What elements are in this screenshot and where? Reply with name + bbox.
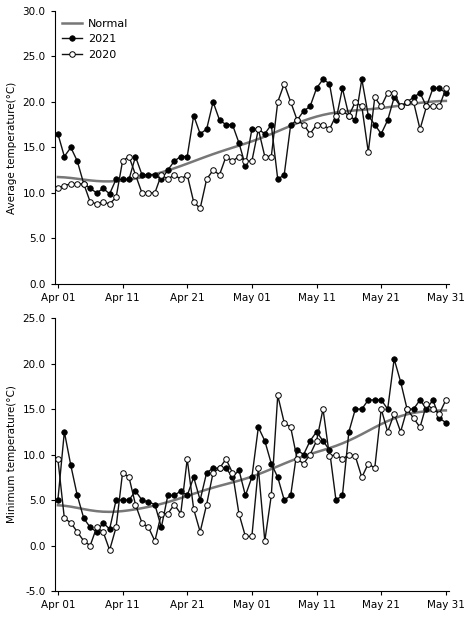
Line: 2020: 2020 (55, 392, 449, 553)
Normal (55, 502, 61, 509)
Normal (139, 505, 145, 512)
Normal (443, 97, 449, 105)
2021 (139, 171, 145, 178)
Y-axis label: Average temperature(°C): Average temperature(°C) (7, 81, 17, 213)
2020 (301, 460, 306, 467)
Normal (55, 173, 61, 181)
2020 (133, 171, 138, 178)
2021 (107, 190, 112, 197)
2021 (269, 460, 274, 467)
2020 (404, 98, 410, 106)
Line: 2021: 2021 (55, 77, 449, 197)
2021 (55, 130, 61, 138)
Normal (107, 508, 112, 516)
2021 (404, 98, 410, 106)
2021 (391, 355, 397, 363)
2020 (107, 547, 112, 554)
Line: Normal: Normal (58, 101, 446, 181)
Legend: Normal, 2021, 2020: Normal, 2021, 2020 (60, 17, 131, 62)
Normal (197, 488, 203, 495)
2020 (191, 198, 196, 205)
2021 (94, 528, 100, 536)
2020 (139, 519, 145, 526)
2020 (404, 405, 410, 413)
2020 (152, 537, 158, 545)
Normal (269, 130, 274, 138)
2021 (443, 89, 449, 96)
Y-axis label: Minimum temperature(°C): Minimum temperature(°C) (7, 386, 17, 523)
Normal (295, 455, 300, 462)
2020 (197, 528, 203, 536)
2021 (443, 419, 449, 426)
Line: 2020: 2020 (55, 81, 449, 211)
2020 (275, 392, 280, 399)
2021 (152, 501, 158, 508)
2021 (269, 121, 274, 128)
Normal (107, 178, 112, 185)
2021 (295, 446, 300, 453)
Normal (197, 155, 203, 162)
2021 (139, 496, 145, 503)
Line: Normal: Normal (58, 410, 446, 512)
2020 (269, 153, 274, 160)
2020 (443, 396, 449, 404)
2021 (295, 117, 300, 124)
Normal (269, 465, 274, 473)
Line: 2021: 2021 (55, 356, 449, 535)
2020 (269, 492, 274, 499)
2021 (152, 171, 158, 178)
2020 (301, 121, 306, 128)
2020 (55, 455, 61, 463)
2021 (197, 496, 203, 503)
2020 (145, 189, 151, 197)
2020 (55, 184, 61, 192)
2020 (443, 85, 449, 92)
Normal (152, 170, 158, 178)
2021 (404, 405, 410, 413)
Normal (398, 412, 404, 420)
2021 (197, 130, 203, 138)
Normal (398, 102, 404, 109)
Normal (295, 120, 300, 127)
2020 (197, 205, 203, 212)
2020 (281, 80, 287, 88)
Normal (443, 407, 449, 414)
Normal (152, 502, 158, 509)
Normal (139, 173, 145, 181)
2021 (320, 75, 326, 83)
2021 (55, 496, 61, 503)
